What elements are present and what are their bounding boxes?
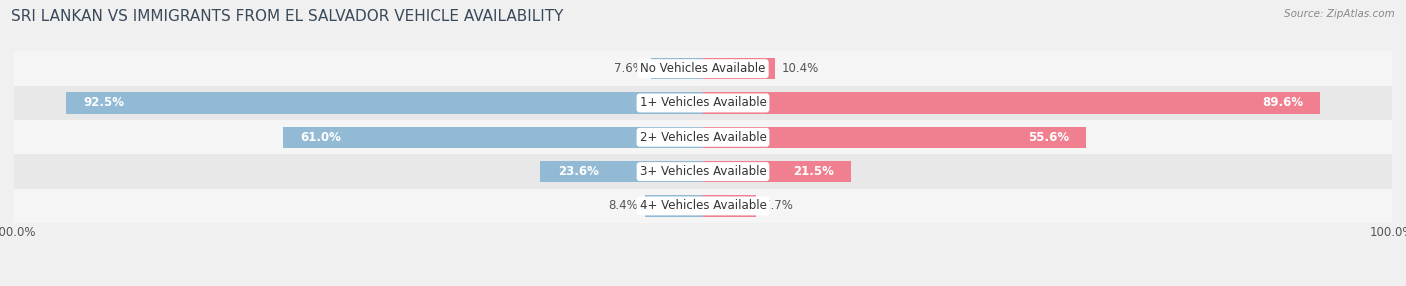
Bar <box>703 127 1085 148</box>
Bar <box>703 161 851 182</box>
Text: 21.5%: 21.5% <box>793 165 834 178</box>
Bar <box>66 92 703 114</box>
Text: SRI LANKAN VS IMMIGRANTS FROM EL SALVADOR VEHICLE AVAILABILITY: SRI LANKAN VS IMMIGRANTS FROM EL SALVADO… <box>11 9 564 23</box>
Text: 7.6%: 7.6% <box>614 62 644 75</box>
Bar <box>14 154 1392 189</box>
Text: 23.6%: 23.6% <box>558 165 599 178</box>
Text: 55.6%: 55.6% <box>1028 131 1069 144</box>
Bar <box>14 189 1392 223</box>
Text: Source: ZipAtlas.com: Source: ZipAtlas.com <box>1284 9 1395 19</box>
Bar <box>540 161 703 182</box>
Bar <box>645 195 703 217</box>
Bar <box>703 58 775 79</box>
Text: 10.4%: 10.4% <box>782 62 818 75</box>
Text: No Vehicles Available: No Vehicles Available <box>640 62 766 75</box>
Bar <box>703 195 756 217</box>
Bar <box>283 127 703 148</box>
Text: 2+ Vehicles Available: 2+ Vehicles Available <box>640 131 766 144</box>
Text: 7.7%: 7.7% <box>763 199 793 212</box>
Bar <box>14 51 1392 86</box>
Text: 8.4%: 8.4% <box>609 199 638 212</box>
Text: 4+ Vehicles Available: 4+ Vehicles Available <box>640 199 766 212</box>
Bar <box>651 58 703 79</box>
Bar <box>14 120 1392 154</box>
Text: 1+ Vehicles Available: 1+ Vehicles Available <box>640 96 766 110</box>
Text: 92.5%: 92.5% <box>83 96 124 110</box>
Bar <box>14 86 1392 120</box>
Bar <box>703 92 1320 114</box>
Text: 61.0%: 61.0% <box>299 131 340 144</box>
Text: 3+ Vehicles Available: 3+ Vehicles Available <box>640 165 766 178</box>
Text: 89.6%: 89.6% <box>1263 96 1303 110</box>
